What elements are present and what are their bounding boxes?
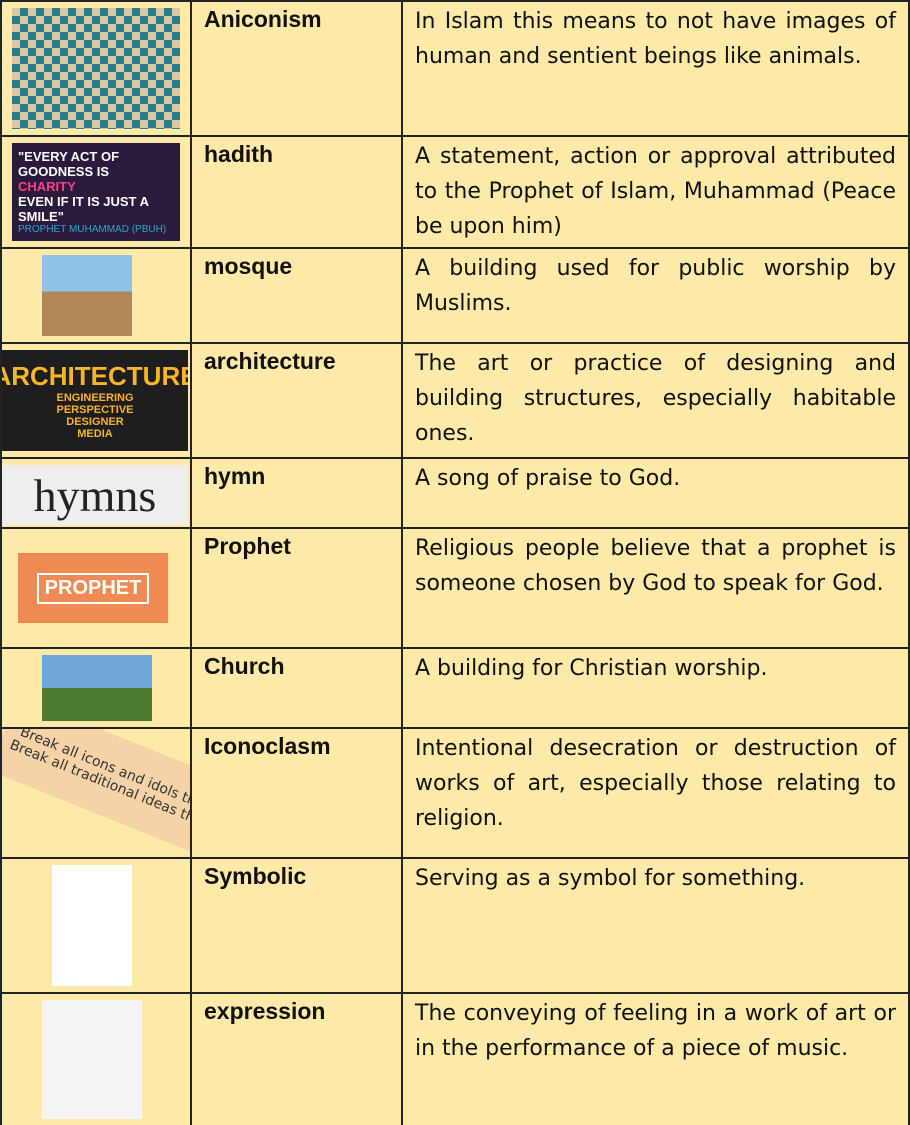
image-text: MEDIA bbox=[77, 428, 113, 440]
picture bbox=[42, 1000, 142, 1119]
definition: A statement, action or approval attribut… bbox=[401, 135, 910, 249]
image-text: ENGINEERING bbox=[56, 392, 134, 404]
term: Symbolic bbox=[190, 857, 403, 994]
image-cell bbox=[0, 647, 192, 729]
definition: Serving as a symbol for something. bbox=[401, 857, 910, 994]
table-row: Symbolic Serving as a symbol for somethin… bbox=[0, 857, 910, 994]
table-row: Aniconism In Islam this means to not have… bbox=[0, 0, 910, 137]
picture bbox=[42, 655, 152, 721]
term: architecture bbox=[190, 342, 403, 459]
table-row: Break all icons and idols that you can!B… bbox=[0, 727, 910, 859]
image-text: PROPHET bbox=[36, 572, 150, 604]
table-row: PROPHET Prophet Religious people believe t… bbox=[0, 527, 910, 649]
image-cell bbox=[0, 0, 192, 137]
definition: In Islam this means to not have images o… bbox=[401, 0, 910, 137]
term: hadith bbox=[190, 135, 403, 249]
picture bbox=[52, 865, 132, 986]
image-cell bbox=[0, 247, 192, 344]
picture bbox=[12, 8, 180, 129]
definition: Intentional desecration or destruction o… bbox=[401, 727, 910, 859]
definition: The conveying of feeling in a work of ar… bbox=[401, 992, 910, 1125]
definition: The art or practice of designing and bui… bbox=[401, 342, 910, 459]
picture: hymns bbox=[3, 465, 188, 525]
image-cell: Break all icons and idols that you can!B… bbox=[0, 727, 192, 859]
table-row: ARCHITECTURE ENGINEERING PERSPECTIVE DESIGN… bbox=[0, 342, 910, 459]
image-text: hymns bbox=[33, 469, 157, 521]
image-cell: "EVERY ACT OF GOODNESS IS CHARITY EVEN IF … bbox=[0, 135, 192, 249]
table-row: "EVERY ACT OF GOODNESS IS CHARITY EVEN IF … bbox=[0, 135, 910, 249]
term: Church bbox=[190, 647, 403, 729]
image-text: PROPHET MUHAMMAD (PBUH) bbox=[18, 224, 167, 235]
definition: A building used for public worship by Mu… bbox=[401, 247, 910, 344]
image-text: ARCHITECTURE bbox=[2, 361, 188, 391]
image-cell: hymns bbox=[0, 457, 192, 529]
term: expression bbox=[190, 992, 403, 1125]
table-row: mosque A building used for public worship… bbox=[0, 247, 910, 344]
term: mosque bbox=[190, 247, 403, 344]
image-text: DESIGNER bbox=[66, 416, 124, 428]
picture: PROPHET bbox=[18, 553, 168, 623]
picture: Break all icons and idols that you can!B… bbox=[3, 730, 189, 856]
picture bbox=[42, 255, 132, 336]
table-row: Church A building for Christian worship. bbox=[0, 647, 910, 729]
image-cell bbox=[0, 992, 192, 1125]
image-text: "EVERY ACT OF GOODNESS IS bbox=[18, 149, 120, 179]
term: Iconoclasm bbox=[190, 727, 403, 859]
image-text: EVEN IF IT IS JUST A SMILE" bbox=[18, 194, 149, 224]
term: hymn bbox=[190, 457, 403, 529]
image-cell: PROPHET bbox=[0, 527, 192, 649]
table-row: hymns hymn A song of praise to God. bbox=[0, 457, 910, 529]
image-cell bbox=[0, 857, 192, 994]
picture: "EVERY ACT OF GOODNESS IS CHARITY EVEN IF … bbox=[12, 143, 180, 241]
image-text: PERSPECTIVE bbox=[56, 404, 134, 416]
definition: Religious people believe that a prophet … bbox=[401, 527, 910, 649]
term: Prophet bbox=[190, 527, 403, 649]
picture: ARCHITECTURE ENGINEERING PERSPECTIVE DESIGN… bbox=[2, 350, 188, 451]
definition: A song of praise to God. bbox=[401, 457, 910, 529]
term: Aniconism bbox=[190, 0, 403, 137]
image-text: CHARITY bbox=[18, 179, 76, 194]
table-row: expression The conveying of feeling in a … bbox=[0, 992, 910, 1125]
image-cell: ARCHITECTURE ENGINEERING PERSPECTIVE DESIGN… bbox=[0, 342, 192, 459]
definition: A building for Christian worship. bbox=[401, 647, 910, 729]
